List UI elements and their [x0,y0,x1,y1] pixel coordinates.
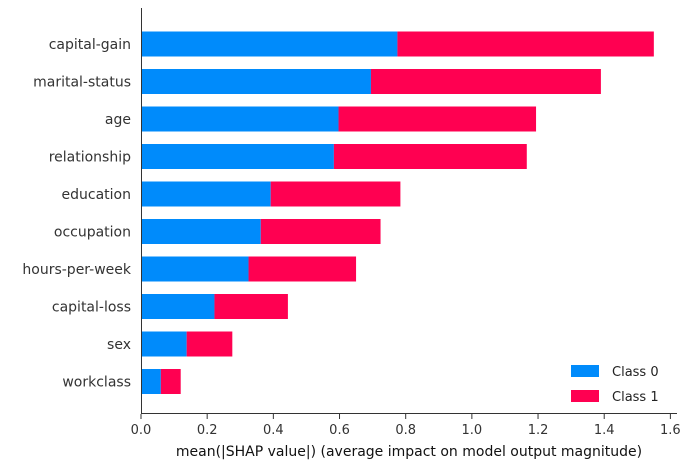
x-axis-title: mean(|SHAP value|) (average impact on mo… [176,444,642,460]
category-label: capital-loss [52,300,131,316]
bar-relationship-series-0 [141,144,334,169]
legend: Class 0 Class 1 [571,365,659,405]
bar-education-series-1 [270,181,401,207]
category-label: capital-gain [49,37,131,53]
bar-workclass-series-0 [141,369,161,394]
legend-swatch-series-1 [571,390,599,402]
x-tick-label: 0.6 [329,423,350,438]
category-label: workclass [62,375,131,391]
category-label: education [62,187,131,203]
x-ticks: 0.0 0.2 0.4 0.6 0.8 1.0 1.2 1.4 1.6 [131,414,680,438]
bar-occupation-series-0 [141,219,261,244]
x-tick-label: 1.6 [660,423,680,438]
x-tick-label: 0.2 [197,423,218,438]
bars-group [141,31,654,394]
x-tick-label: 0.4 [263,423,284,438]
bar-hours-per-week-series-1 [248,256,357,282]
bar-sex-series-0 [141,331,187,357]
bar-hours-per-week-series-0 [141,256,249,282]
category-labels: capital-gain marital-status age relationshi… [22,37,132,391]
bar-capital-gain-series-1 [397,31,654,57]
category-label: occupation [54,225,131,241]
legend-label-series-0: Class 0 [612,365,659,380]
legend-label-series-1: Class 1 [612,390,659,405]
x-tick-label: 1.2 [528,423,549,438]
legend-swatch-series-0 [571,365,599,377]
bar-education-series-0 [141,181,271,207]
bar-workclass-series-1 [160,369,181,394]
bar-capital-loss-series-1 [214,294,288,319]
x-tick-label: 0.8 [395,423,416,438]
category-label: marital-status [33,75,131,91]
x-tick-label: 1.4 [594,423,615,438]
category-label: hours-per-week [22,262,132,278]
bar-marital-status-series-1 [370,69,601,94]
category-label: relationship [49,150,131,166]
x-tick-label: 1.0 [462,423,483,438]
bar-age-series-1 [338,106,537,132]
bar-marital-status-series-0 [141,69,371,94]
bar-capital-loss-series-0 [141,294,215,319]
bar-relationship-series-1 [333,144,527,169]
bar-capital-gain-series-0 [141,31,398,57]
category-label: sex [107,337,131,353]
category-label: age [105,112,131,128]
x-tick-label: 0.0 [131,423,152,438]
bar-sex-series-1 [186,331,233,357]
bar-age-series-0 [141,106,339,132]
bar-occupation-series-1 [260,219,381,244]
